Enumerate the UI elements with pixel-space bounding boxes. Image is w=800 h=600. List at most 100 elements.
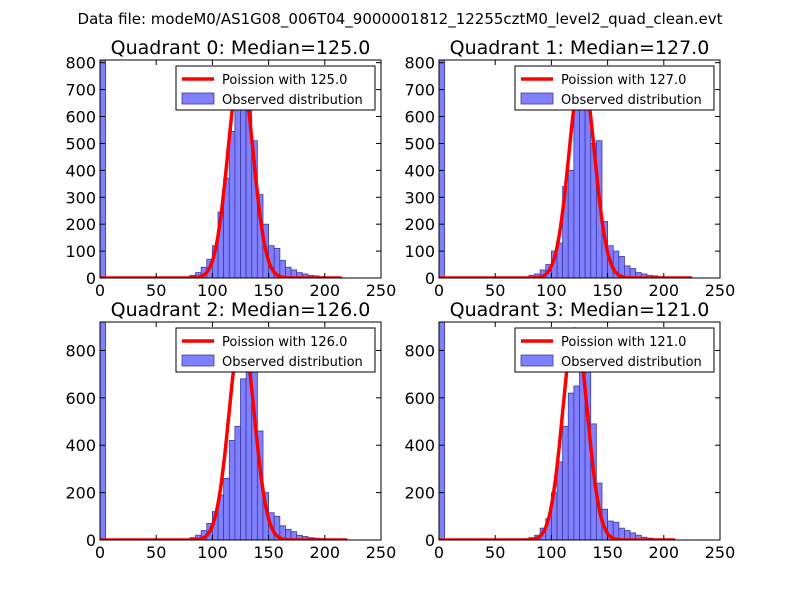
y-tick-label: 300 <box>404 188 435 207</box>
axes-frame <box>99 59 382 279</box>
histogram-bar <box>228 130 236 278</box>
legend-bar-swatch <box>181 92 215 105</box>
y-tick-label: 700 <box>404 81 435 100</box>
x-tick-label: 50 <box>146 281 166 300</box>
poisson-curve <box>439 68 692 278</box>
x-tick-label: 200 <box>649 281 680 300</box>
histogram-bar <box>567 392 575 540</box>
histogram-bar <box>100 60 107 278</box>
x-tick-label: 200 <box>310 543 341 562</box>
x-tick-label: 100 <box>197 543 228 562</box>
legend-label-observed: Observed distribution <box>222 93 363 108</box>
histogram-bar <box>573 385 580 540</box>
x-tick-label: 0 <box>434 543 444 562</box>
legend: Poission with 121.0 Observed distribution <box>514 327 715 373</box>
histogram-bar <box>240 83 247 278</box>
legend-label-observed: Observed distribution <box>222 355 363 370</box>
y-tick-label: 800 <box>404 341 435 360</box>
x-tick-label: 250 <box>705 281 736 300</box>
chart-panel-quadrant-2: Quadrant 2: Median=126.0 0 50 100 150 200 250 0… <box>65 299 396 562</box>
x-tick-label: 200 <box>310 281 341 300</box>
legend-label-observed: Observed distribution <box>561 93 702 108</box>
histogram-bar <box>100 322 107 540</box>
y-tick-label: 500 <box>404 134 435 153</box>
x-tick-label: 150 <box>253 543 284 562</box>
histogram-bar <box>234 87 241 278</box>
histogram-bar <box>223 477 230 540</box>
y-tick-label: 0 <box>425 531 435 550</box>
y-tick-label: 400 <box>65 436 96 455</box>
x-tick-label: 250 <box>366 543 397 562</box>
chart-title: Quadrant 0: Median=125.0 <box>111 37 371 59</box>
y-tick-label: 200 <box>404 484 435 503</box>
figure-suptitle: Data file: modeM0/AS1G08_006T04_90000018… <box>78 10 723 29</box>
x-tick-label: 100 <box>536 281 567 300</box>
legend-bar-swatch <box>520 92 554 105</box>
y-tick-label: 0 <box>86 531 96 550</box>
x-tick-label: 100 <box>536 543 567 562</box>
y-tick-label: 0 <box>86 269 96 288</box>
x-tick-label: 150 <box>592 281 623 300</box>
histogram-bar <box>228 440 236 540</box>
y-tick-label: 300 <box>65 188 96 207</box>
chart-panel-quadrant-1: Quadrant 1: Median=127.0 0 50 100 150 200 250 0… <box>404 37 735 300</box>
legend-label-poisson: Poission with 125.0 <box>222 73 347 88</box>
histogram-bar <box>240 378 247 540</box>
y-tick-label: 500 <box>65 134 96 153</box>
poisson-curve <box>100 67 342 278</box>
x-tick-label: 50 <box>146 543 166 562</box>
legend-label-poisson: Poission with 127.0 <box>561 73 686 88</box>
axes-frame <box>438 59 721 279</box>
chart-title: Quadrant 3: Median=121.0 <box>450 299 710 321</box>
x-tick-label: 150 <box>253 281 284 300</box>
axes-frame <box>99 321 382 541</box>
legend-label-poisson: Poission with 126.0 <box>222 335 347 350</box>
histogram-bar <box>562 425 569 540</box>
histogram-bar <box>567 169 575 278</box>
histogram-bar <box>439 322 446 540</box>
histogram-bar <box>234 425 241 540</box>
x-tick-label: 0 <box>434 281 444 300</box>
legend: Poission with 126.0 Observed distribution <box>175 327 376 373</box>
histogram-bar <box>573 99 580 278</box>
y-tick-label: 600 <box>404 108 435 127</box>
legend: Poission with 127.0 Observed distribution <box>514 65 715 111</box>
poisson-curve <box>100 329 348 540</box>
y-tick-label: 600 <box>65 389 96 408</box>
legend-label-poisson: Poission with 121.0 <box>561 335 686 350</box>
y-tick-label: 200 <box>65 215 96 234</box>
legend: Poission with 125.0 Observed distribution <box>175 65 376 111</box>
legend-bar-swatch <box>181 354 215 367</box>
x-tick-label: 100 <box>197 281 228 300</box>
x-tick-label: 0 <box>95 543 105 562</box>
x-tick-label: 50 <box>485 281 505 300</box>
x-tick-label: 250 <box>705 543 736 562</box>
x-tick-label: 200 <box>649 543 680 562</box>
chart-panel-quadrant-0: Quadrant 0: Median=125.0 0 50 100 150 200 250 0… <box>65 37 396 300</box>
y-tick-label: 200 <box>404 215 435 234</box>
y-tick-label: 800 <box>404 54 435 73</box>
y-tick-label: 100 <box>65 242 96 261</box>
y-tick-label: 200 <box>65 484 96 503</box>
y-tick-label: 0 <box>425 269 435 288</box>
histogram-bar <box>439 60 446 278</box>
poisson-curve <box>439 326 675 540</box>
x-tick-label: 50 <box>485 543 505 562</box>
x-tick-label: 150 <box>592 543 623 562</box>
y-tick-label: 400 <box>404 161 435 180</box>
chart-panel-quadrant-3: Quadrant 3: Median=121.0 0 50 100 150 200 250 0… <box>404 299 735 562</box>
axes-frame <box>438 321 721 541</box>
y-tick-label: 800 <box>65 341 96 360</box>
chart-title: Quadrant 1: Median=127.0 <box>450 37 710 59</box>
y-tick-label: 400 <box>65 161 96 180</box>
legend-bar-swatch <box>520 354 554 367</box>
y-tick-label: 600 <box>404 389 435 408</box>
y-tick-label: 400 <box>404 436 435 455</box>
y-tick-label: 800 <box>65 54 96 73</box>
x-tick-label: 250 <box>366 281 397 300</box>
y-tick-label: 700 <box>65 81 96 100</box>
legend-label-observed: Observed distribution <box>561 355 702 370</box>
chart-title: Quadrant 2: Median=126.0 <box>111 299 371 321</box>
x-tick-label: 0 <box>95 281 105 300</box>
